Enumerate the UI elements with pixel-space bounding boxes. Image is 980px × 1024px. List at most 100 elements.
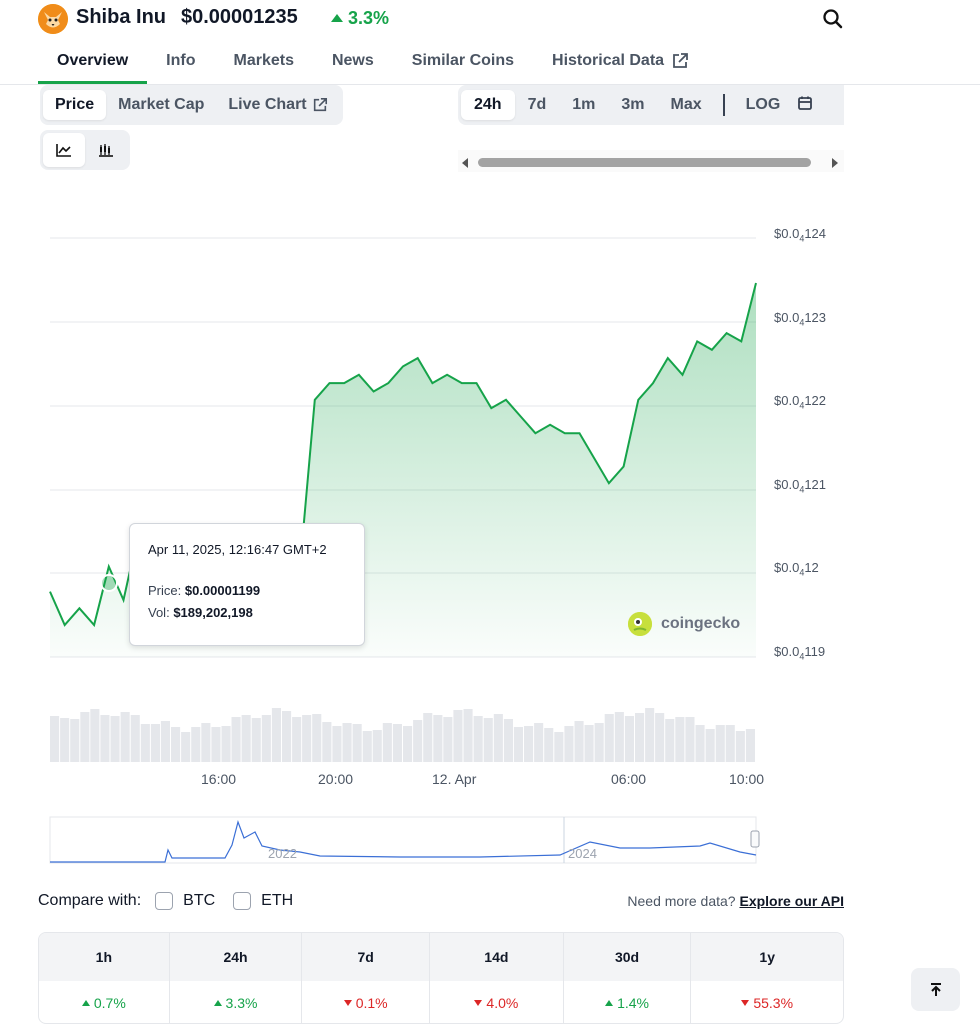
volume-bar [211, 727, 220, 762]
volume-bar [605, 714, 614, 762]
volume-bar [423, 713, 432, 762]
compare-eth-label[interactable]: ETH [261, 892, 293, 910]
table-header-cell: 1h [39, 933, 170, 981]
volume-bar [484, 718, 493, 762]
volume-bar [171, 727, 180, 762]
table-header-cell: 7d [302, 933, 430, 981]
volume-bar [665, 719, 674, 762]
volume-bar [232, 717, 241, 762]
table-row: 0.7% 3.3% 0.1% 4.0% 1.4% 55.3% [39, 981, 843, 1024]
volume-bar [50, 716, 59, 762]
volume-bar [645, 708, 654, 762]
volume-bar [726, 725, 735, 762]
volume-bar [131, 715, 140, 762]
volume-bar [746, 729, 755, 762]
volume-bar [332, 726, 341, 762]
volume-bar [554, 732, 563, 762]
volume-bar [443, 717, 452, 762]
tooltip-price-row: Price: $0.00001199 [148, 583, 364, 598]
table-header-cell: 30d [564, 933, 692, 981]
volume-bar [403, 726, 412, 762]
volume-bar [716, 725, 725, 762]
hover-marker [101, 575, 117, 591]
volume-bar [201, 723, 210, 762]
volume-bar [464, 709, 473, 762]
x-tick-label: 12. Apr [432, 771, 476, 787]
tooltip-price-value: $0.00001199 [185, 583, 260, 598]
caret-down-icon [474, 1000, 482, 1006]
x-tick-label: 20:00 [318, 771, 353, 787]
volume-bar [575, 721, 584, 762]
compare-section: Compare with: BTC ETH [38, 892, 293, 910]
volume-bar [373, 730, 382, 762]
volume-bar [322, 722, 331, 762]
volume-bars [50, 708, 755, 762]
volume-bar [413, 720, 422, 762]
volume-bar [80, 712, 89, 762]
table-cell: 55.3% [691, 981, 843, 1024]
volume-bar [292, 717, 301, 762]
volume-bar [393, 724, 402, 762]
volume-bar [353, 724, 362, 762]
x-tick-label: 06:00 [611, 771, 646, 787]
arrow-up-icon [928, 982, 944, 998]
caret-up-icon [82, 1000, 90, 1006]
y-tick-label: $0.04123 [774, 310, 826, 328]
volume-bar [70, 719, 79, 762]
volume-bar [474, 716, 483, 762]
volume-bar [100, 715, 109, 762]
table-cell: 1.4% [564, 981, 692, 1024]
price-chart[interactable] [0, 0, 980, 880]
chart-tooltip: Apr 11, 2025, 12:16:47 GMT+2 Price: $0.0… [129, 523, 365, 646]
volume-bar [696, 725, 705, 762]
tooltip-vol-value: $189,202,198 [173, 605, 253, 620]
x-tick-label: 10:00 [729, 771, 764, 787]
volume-bar [383, 723, 392, 762]
volume-bar [191, 727, 200, 762]
compare-label: Compare with: [38, 892, 141, 910]
volume-bar [585, 725, 594, 762]
volume-bar [524, 726, 533, 762]
volume-bar [312, 714, 321, 762]
volume-bar [181, 732, 190, 762]
watermark-text: coingecko [661, 615, 740, 633]
caret-up-icon [605, 1000, 613, 1006]
volume-bar [564, 726, 573, 762]
tooltip-price-label: Price: [148, 583, 181, 598]
volume-bar [494, 714, 503, 762]
caret-down-icon [741, 1000, 749, 1006]
back-to-top-button[interactable] [911, 968, 960, 1011]
volume-bar [706, 729, 715, 762]
volume-bar [655, 713, 664, 762]
volume-bar [363, 731, 372, 762]
explore-api-link[interactable]: Explore our API [739, 893, 844, 909]
volume-bar [635, 713, 644, 762]
x-tick-label: 16:00 [201, 771, 236, 787]
caret-down-icon [344, 1000, 352, 1006]
coingecko-logo-icon [628, 612, 652, 636]
volume-bar [544, 728, 553, 762]
table-header-cell: 24h [170, 933, 303, 981]
compare-eth-checkbox[interactable] [233, 892, 251, 910]
volume-bar [262, 715, 271, 762]
volume-bar [343, 723, 352, 762]
volume-bar [504, 719, 513, 762]
table-cell: 4.0% [430, 981, 564, 1024]
volume-bar [151, 724, 160, 762]
volume-bar [534, 723, 543, 762]
compare-btc-checkbox[interactable] [155, 892, 173, 910]
y-tick-label: $0.04119 [774, 644, 825, 662]
volume-bar [302, 715, 311, 762]
volume-bar [453, 710, 462, 762]
compare-btc-label[interactable]: BTC [183, 892, 215, 910]
table-header-row: 1h 24h 7d 14d 30d 1y [39, 933, 843, 981]
y-tick-label: $0.0412 [774, 560, 819, 578]
tooltip-vol-label: Vol: [148, 605, 170, 620]
volume-bar [252, 718, 261, 762]
volume-bar [60, 718, 69, 762]
volume-bar [272, 708, 281, 762]
y-tick-label: $0.04124 [774, 226, 826, 244]
navigator-year-label: 2022 [268, 846, 297, 861]
api-note-text: Need more data? [627, 893, 735, 909]
table-header-cell: 1y [691, 933, 843, 981]
